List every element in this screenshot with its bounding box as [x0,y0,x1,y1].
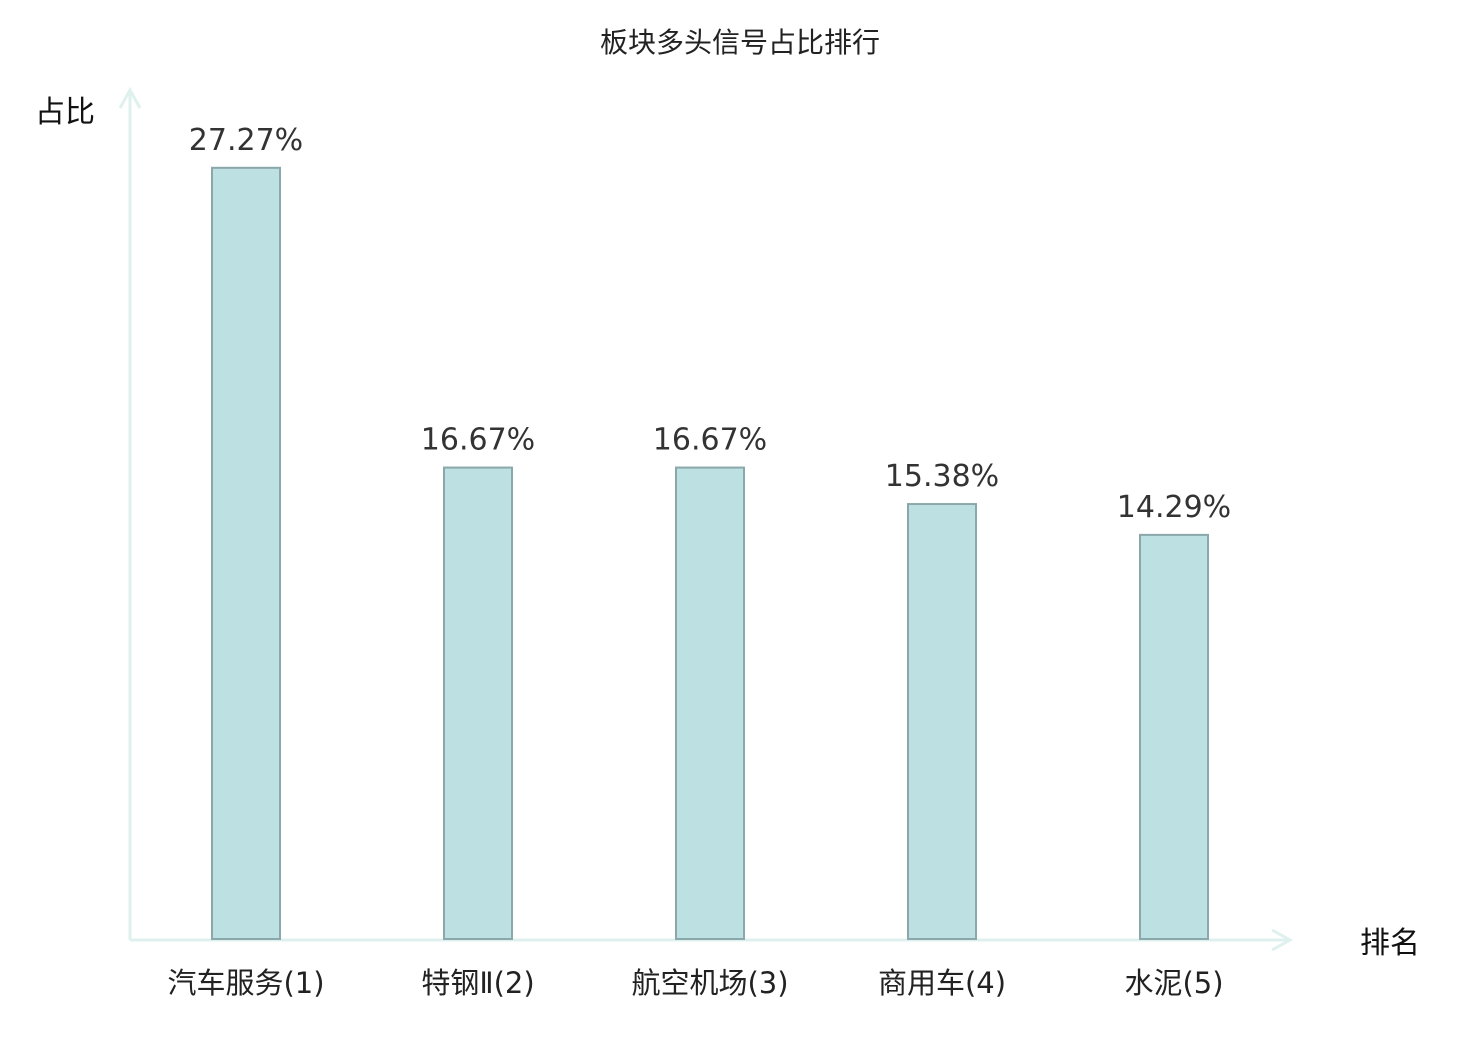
bars-group [211,166,1209,941]
value-label-3: 16.67% [653,423,767,458]
category-label-3: 航空机场(3) [631,966,788,1000]
chart-title: 板块多头信号占比排行 [600,26,880,59]
category-labels-group: 汽车服务(1) 特钢Ⅱ(2) 航空机场(3) 商用车(4) 水泥(5) [167,966,1223,1000]
value-label-4: 15.38% [885,459,999,494]
category-label-1: 汽车服务(1) [167,966,324,1000]
bar-1 [211,166,281,941]
value-label-5: 14.29% [1117,490,1231,525]
x-axis-label: 排名 [1360,926,1420,961]
bar-4 [907,503,977,940]
category-label-4: 商用车(4) [878,966,1006,1000]
value-labels-group: 27.27% 16.67% 16.67% 15.38% 14.29% [189,123,1231,525]
value-label-1: 27.27% [189,123,303,158]
bar-2 [443,466,513,940]
bar-3 [675,466,745,940]
value-label-2: 16.67% [421,423,535,458]
category-label-5: 水泥(5) [1124,966,1223,1000]
bar-5 [1139,533,1209,940]
y-axis-label: 占比 [35,95,95,130]
category-label-2: 特钢Ⅱ(2) [421,966,534,1000]
